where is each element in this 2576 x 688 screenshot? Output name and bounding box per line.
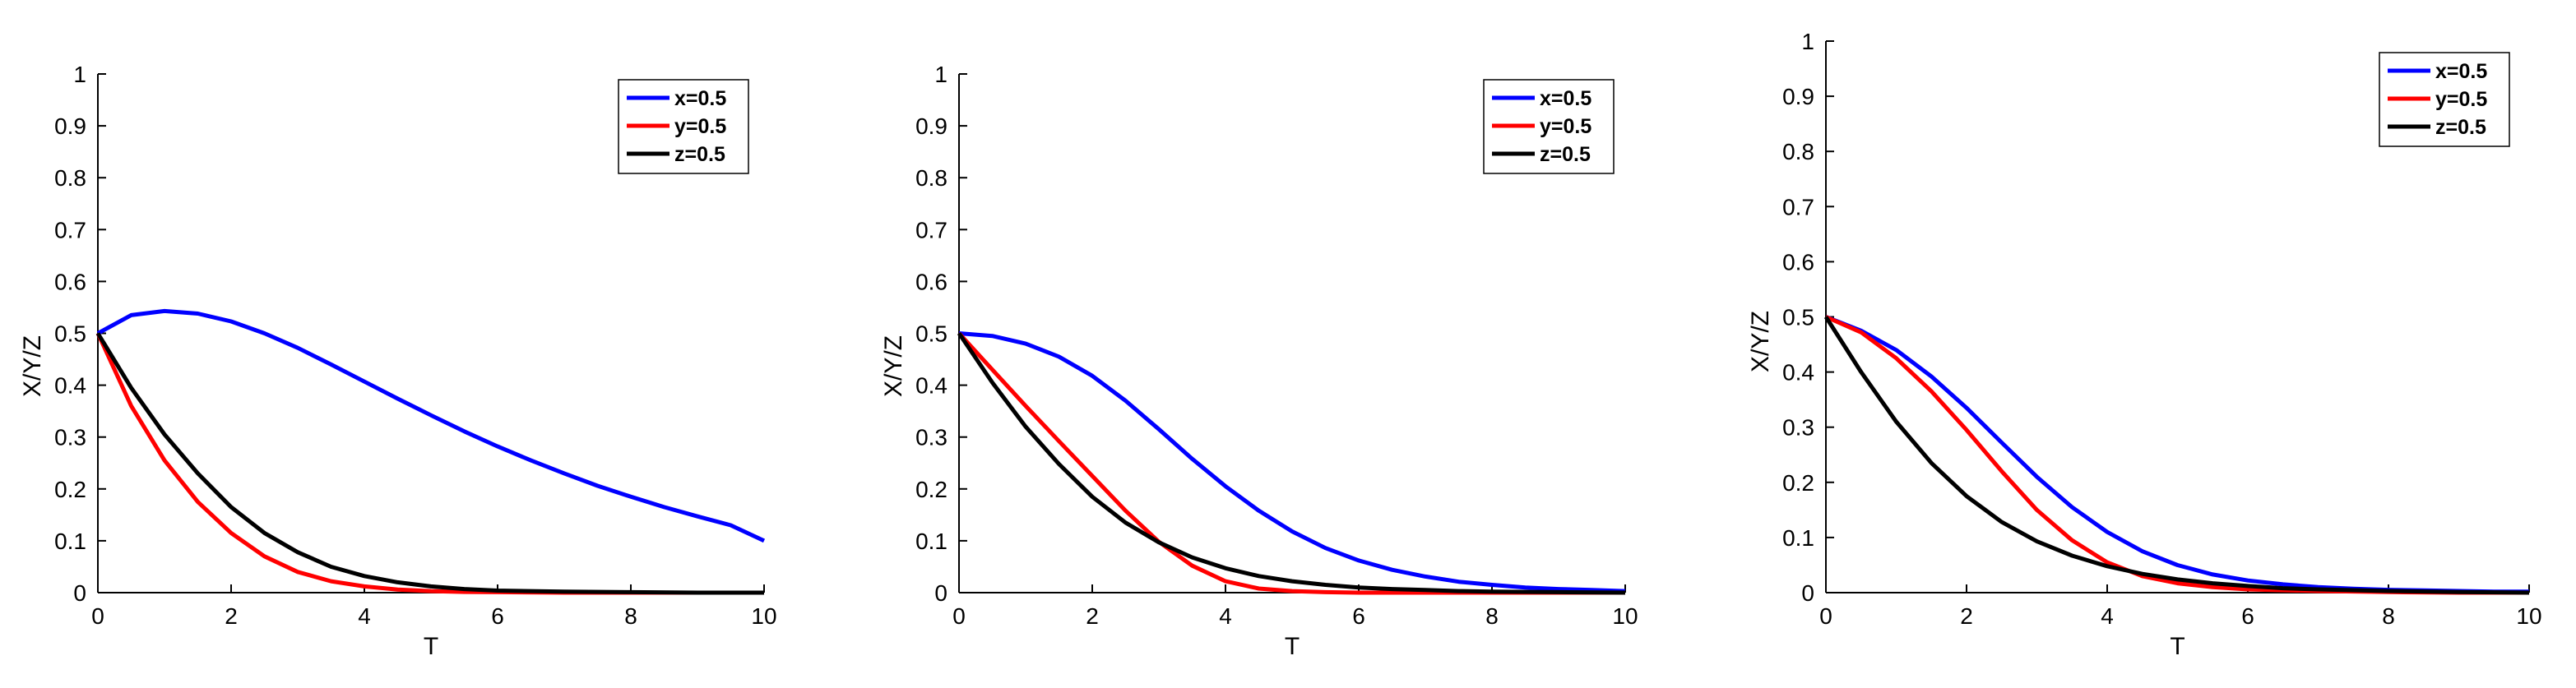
x-tick-label: 0 <box>91 603 104 629</box>
y-tick-label: 0.2 <box>54 477 86 502</box>
series-line-1 <box>1825 315 2529 594</box>
x-axis-label: T <box>2170 633 2185 660</box>
y-tick-label: 0.7 <box>915 217 947 242</box>
y-axis-label: X/Y/Z <box>880 335 907 397</box>
legend-label: y=0.5 <box>1540 115 1591 138</box>
y-axis-label: X/Y/Z <box>19 335 46 397</box>
y-tick-label: 0.9 <box>54 113 86 139</box>
y-tick-label: 0.6 <box>1782 249 1814 275</box>
y-tick-label: 0.3 <box>915 425 947 450</box>
y-tick-label: 0.8 <box>54 165 86 191</box>
x-tick-label: 2 <box>225 603 238 629</box>
y-tick-label: 0.6 <box>54 269 86 294</box>
x-tick-label: 2 <box>1086 603 1099 629</box>
x-tick-label: 2 <box>1960 603 1973 629</box>
legend: x=0.5 y=0.5 z=0.5 <box>2379 52 2510 147</box>
legend-label: z=0.5 <box>674 143 725 166</box>
legend-label: z=0.5 <box>2435 116 2486 139</box>
series-line-2 <box>95 332 764 595</box>
y-tick-label: 0.8 <box>915 165 947 191</box>
x-tick-label: 10 <box>2516 603 2541 629</box>
y-tick-label: 0 <box>73 580 86 606</box>
y-tick-label: 0.4 <box>54 373 86 399</box>
y-tick-label: 0.3 <box>54 425 86 450</box>
y-tick-label: 0.8 <box>1782 139 1814 164</box>
y-tick-label: 0.5 <box>915 321 947 347</box>
legend-label: z=0.5 <box>1540 143 1591 166</box>
x-axis-label: T <box>1285 633 1300 660</box>
y-tick-label: 0.3 <box>1782 415 1814 441</box>
y-tick-label: 0.7 <box>54 217 86 242</box>
legend-label: y=0.5 <box>674 115 726 138</box>
legend: x=0.5 y=0.5 z=0.5 <box>618 79 749 174</box>
y-tick-label: 0.6 <box>915 269 947 294</box>
y-tick-label: 0.7 <box>1782 194 1814 219</box>
chart-panel-3: 00.10.20.30.40.50.60.70.80.910 2 4 6 8 10TX/Y… <box>1747 29 2542 660</box>
legend-label: y=0.5 <box>2435 88 2487 111</box>
y-tick-label: 0.1 <box>915 529 947 554</box>
y-tick-label: 0.2 <box>915 477 947 502</box>
x-tick-label: 0 <box>1819 603 1832 629</box>
y-tick-label: 0.4 <box>1782 360 1814 386</box>
series-line-2 <box>1824 315 2529 595</box>
legend: x=0.5 y=0.5 z=0.5 <box>1483 79 1615 174</box>
y-tick-label: 0.5 <box>1782 305 1814 330</box>
x-tick-label: 8 <box>624 603 637 629</box>
series-line-3 <box>957 332 1626 595</box>
y-tick-label: 0.9 <box>915 113 947 139</box>
series-line-1 <box>96 308 766 543</box>
chart-panel-2: 00.10.20.30.40.50.60.70.80.910 2 4 6 8 10TX/Y… <box>880 62 1638 660</box>
y-tick-label: 0.2 <box>1782 470 1814 496</box>
x-tick-label: 0 <box>952 603 966 629</box>
y-tick-label: 0.1 <box>1782 525 1814 551</box>
y-tick-label: 1 <box>73 62 86 87</box>
x-tick-label: 6 <box>491 603 504 629</box>
x-tick-label: 6 <box>1352 603 1365 629</box>
y-tick-label: 0 <box>1801 580 1814 606</box>
x-tick-label: 6 <box>2241 603 2254 629</box>
x-axis-label: T <box>424 633 438 660</box>
y-tick-label: 0.5 <box>54 321 86 347</box>
x-tick-label: 8 <box>2382 603 2395 629</box>
y-tick-label: 1 <box>1801 29 1814 54</box>
series-line-1 <box>958 331 1626 593</box>
legend-label: x=0.5 <box>674 87 726 110</box>
x-tick-label: 10 <box>751 603 776 629</box>
x-tick-label: 8 <box>1485 603 1499 629</box>
y-tick-label: 0.4 <box>915 373 947 399</box>
legend-label: x=0.5 <box>2435 60 2487 83</box>
series-line-3 <box>95 332 764 595</box>
x-tick-label: 10 <box>1612 603 1638 629</box>
legend-label: x=0.5 <box>1540 87 1591 110</box>
y-axis-label: X/Y/Z <box>1747 311 1774 372</box>
x-tick-label: 4 <box>1219 603 1232 629</box>
series-line-3 <box>1823 316 2530 595</box>
y-tick-label: 0.9 <box>1782 84 1814 109</box>
y-tick-label: 0 <box>934 580 947 606</box>
x-tick-label: 4 <box>358 603 371 629</box>
chart-panel-1: 00.10.20.30.40.50.60.70.80.910 2 4 6 8 10TX/Y… <box>19 62 777 660</box>
y-tick-label: 1 <box>934 62 947 87</box>
y-tick-label: 0.1 <box>54 529 86 554</box>
x-tick-label: 4 <box>2101 603 2114 629</box>
